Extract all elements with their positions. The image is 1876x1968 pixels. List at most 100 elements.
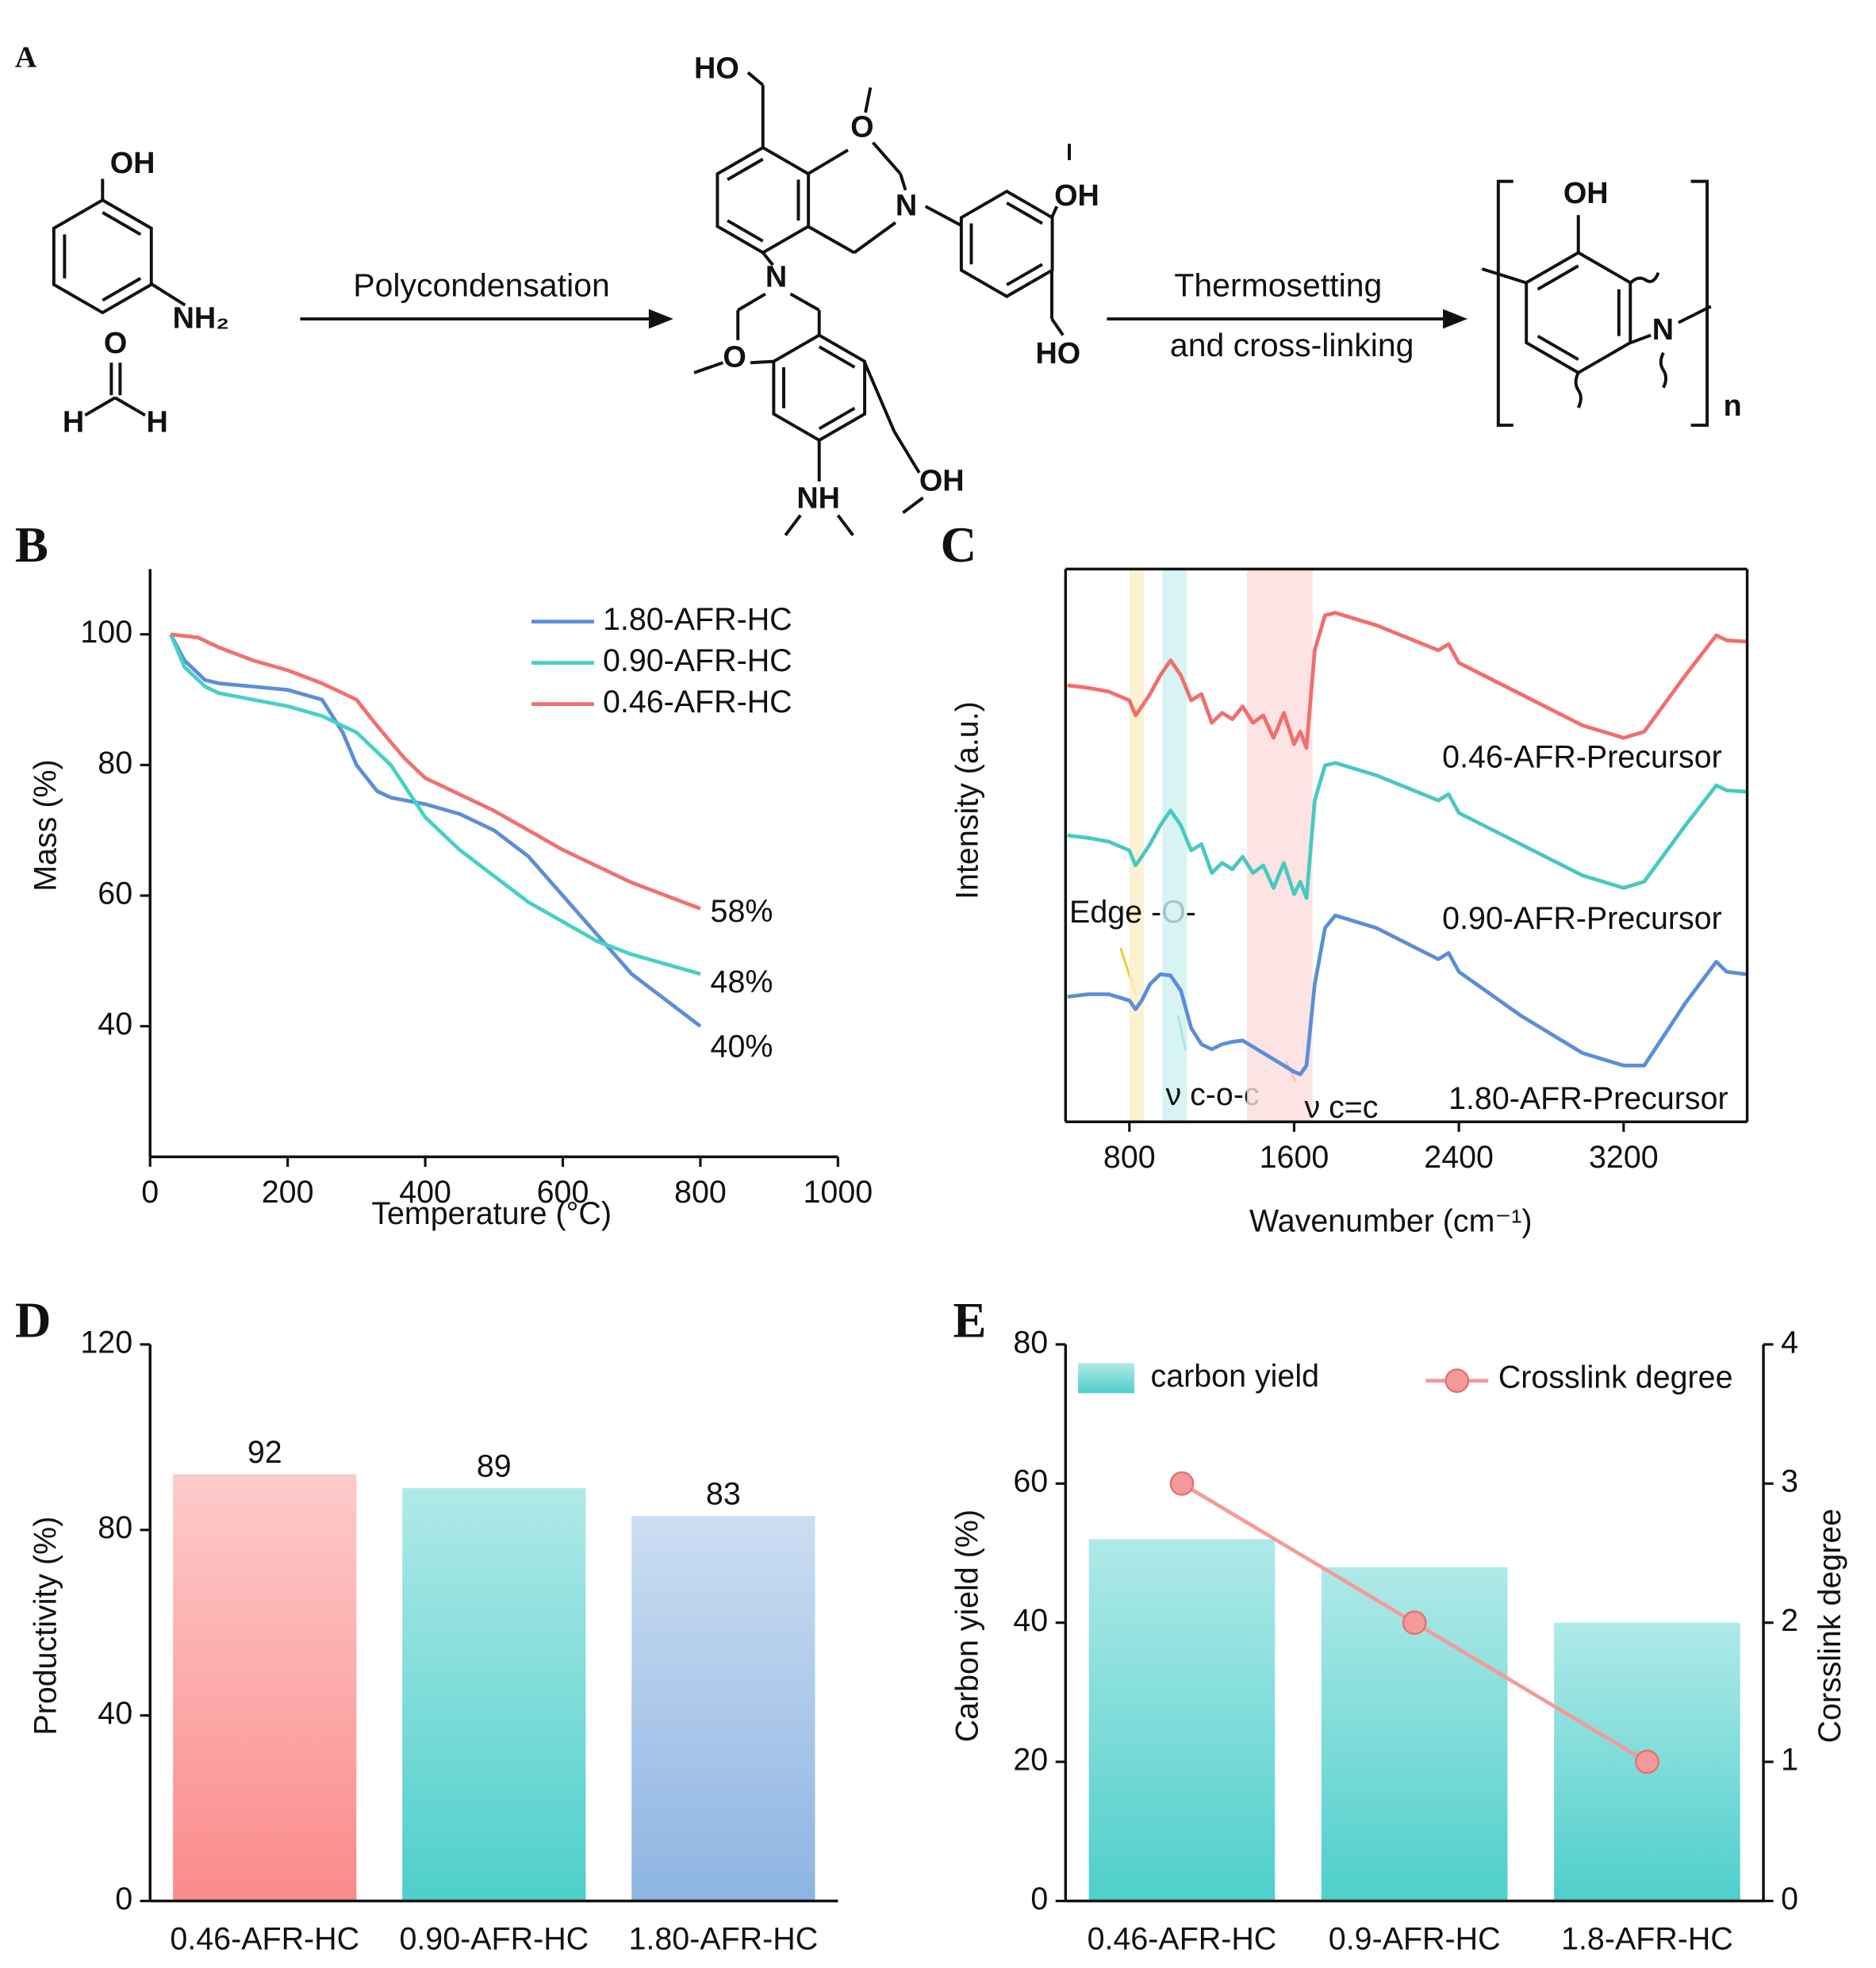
y-tick-label: 60 [1013, 1464, 1048, 1499]
end-label: 58% [711, 894, 773, 929]
data-line [170, 632, 701, 911]
x-tick-label: 1.8-AFR-HC [1561, 1921, 1733, 1956]
y-axis-label: Productivity (%) [28, 1517, 63, 1736]
x-tick-label: 800 [1103, 1140, 1156, 1175]
x-tick-label: 1.80-AFR-HC [629, 1921, 819, 1956]
x-axis-label: Temperature (°C) [371, 1196, 612, 1231]
group-label: HO [694, 52, 739, 85]
highlight-band [1162, 569, 1187, 1122]
band-label: ν c=c [1304, 1090, 1378, 1125]
legend-marker [1444, 1368, 1470, 1393]
y-tick-label: 40 [98, 1696, 132, 1731]
highlight-band [1246, 569, 1313, 1122]
series-label: 0.90-AFR-Precursor [1442, 901, 1722, 936]
double-bond [102, 211, 142, 236]
series-label: 0.46-AFR-Precursor [1442, 739, 1722, 774]
step-label: Thermosetting [1174, 267, 1382, 303]
band-label: ν c-o-c [1165, 1077, 1259, 1112]
x-tick-label: 0.9-AFR-HC [1329, 1921, 1501, 1956]
x-tick-label: 0.46-AFR-HC [170, 1921, 359, 1956]
legend-label: Crosslink degree [1498, 1360, 1733, 1394]
bar [631, 1516, 815, 1901]
y-axis-label: Mass (%) [28, 759, 63, 891]
y-tick-label: 80 [1013, 1325, 1048, 1360]
bar [173, 1474, 357, 1901]
panel-letter: B [15, 517, 48, 573]
legend-label: 0.46-AFR-HC [603, 685, 792, 719]
panel-letter: E [953, 1293, 986, 1348]
panel-letter: D [15, 1293, 52, 1348]
data-line [1067, 913, 1747, 1076]
group-label: H [146, 405, 167, 439]
group-label: NH₂ [173, 302, 229, 336]
y-tick-label: 60 [98, 876, 132, 911]
bar [402, 1488, 586, 1901]
data-line [1067, 761, 1747, 900]
group-label: O [723, 340, 746, 374]
legend-label: 0.90-AFR-HC [603, 643, 792, 678]
y2-tick-label: 2 [1781, 1603, 1798, 1638]
series-label: 1.80-AFR-Precursor [1448, 1081, 1728, 1116]
data-line [169, 633, 702, 1028]
legend-label: carbon yield [1151, 1359, 1319, 1394]
x-tick-label: 0.46-AFR-HC [1088, 1921, 1277, 1956]
group-label: OH [110, 147, 155, 180]
double-bond [1536, 264, 1579, 291]
x-tick-label: 600 [537, 1175, 589, 1210]
group-label: NH [796, 482, 840, 516]
group-label: HO [1035, 337, 1080, 370]
x-tick-label: 200 [262, 1175, 314, 1210]
ring [715, 145, 811, 255]
y-tick-label: 80 [98, 1510, 132, 1545]
y2-tick-label: 0 [1781, 1882, 1798, 1916]
end-label: 40% [711, 1030, 773, 1065]
y-tick-label: 40 [1013, 1603, 1048, 1638]
data-point [1402, 1610, 1427, 1636]
y-tick-label: 80 [98, 746, 132, 781]
group-label: H [63, 405, 84, 439]
group-label: N [896, 190, 917, 223]
group-label: O [104, 327, 127, 360]
ring [959, 189, 1054, 298]
data-line [169, 633, 701, 976]
step-label: Polycondensation [353, 267, 610, 303]
double-bond [1006, 263, 1043, 286]
value-label: 92 [247, 1435, 282, 1470]
data-point [1635, 1749, 1659, 1774]
group-label: N [1652, 313, 1674, 347]
highlight-band [1129, 569, 1144, 1122]
ring [772, 333, 867, 443]
double-bond [102, 277, 142, 302]
y2-axis-label: Corsslink degree [1813, 1509, 1847, 1744]
group-label: OH [1054, 179, 1099, 213]
y2-tick-label: 4 [1781, 1325, 1798, 1360]
panel-letter: C [941, 517, 977, 573]
value-label: 89 [477, 1448, 512, 1483]
chart-panel: D 0 40 80 120 0.46-AFR-HC 0.90-AFR-HC 1.80-AFR-… [15, 1293, 838, 1956]
x-tick-label: 400 [399, 1175, 451, 1210]
x-tick-label: 2400 [1424, 1140, 1494, 1175]
group-label: N [765, 261, 787, 294]
molecule-drawings [52, 71, 1712, 1083]
y-tick-label: 120 [80, 1325, 132, 1360]
y-tick-label: 40 [98, 1007, 132, 1042]
x-axis-label: Wavenumber (cm⁻¹) [1249, 1203, 1533, 1238]
y2-tick-label: 3 [1781, 1464, 1798, 1499]
reaction-scheme: A [15, 40, 1742, 1083]
value-label: 83 [706, 1476, 741, 1511]
group-label: O [850, 110, 873, 144]
bar [1088, 1539, 1276, 1901]
group-label: n [1724, 389, 1742, 423]
y-tick-label: 20 [1013, 1742, 1048, 1777]
x-tick-label: 0.90-AFR-HC [399, 1921, 589, 1956]
step-label: and cross-linking [1170, 327, 1414, 363]
double-bond [727, 219, 764, 243]
y-tick-label: 0 [115, 1882, 132, 1916]
x-tick-label: 0 [141, 1175, 159, 1210]
y-tick-label: 100 [80, 615, 132, 650]
y-axis-label: Intensity (a.u.) [950, 701, 984, 900]
data-point [1169, 1471, 1195, 1496]
